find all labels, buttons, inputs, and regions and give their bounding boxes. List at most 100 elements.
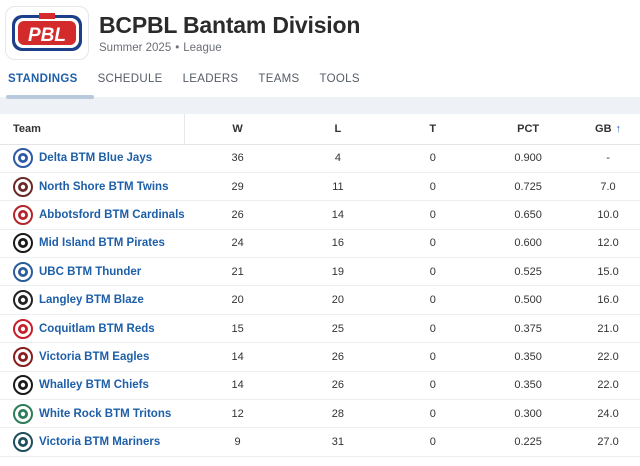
ties-cell: 0: [385, 285, 481, 315]
pct-cell: 0.900: [480, 144, 577, 173]
team-cell: Victoria BTM Mariners: [0, 427, 185, 457]
wins-cell: 29: [184, 172, 291, 202]
losses-cell: 19: [290, 257, 386, 287]
league-type: League: [183, 42, 222, 54]
team-name-link[interactable]: Victoria BTM Mariners: [39, 436, 161, 449]
losses-cell: 11: [290, 172, 386, 202]
wins-cell: 14: [184, 371, 291, 401]
pirates-icon[interactable]: [13, 233, 33, 254]
gb-cell: 16.0: [576, 285, 640, 315]
ties-cell: 0: [385, 200, 481, 230]
blaze-icon[interactable]: [13, 290, 33, 311]
table-row: Coquitlam BTM Reds 15 25 0 0.375 21.0: [0, 314, 640, 344]
ties-cell: 0: [385, 229, 481, 259]
sort-ascending-icon[interactable]: ↑: [615, 122, 622, 135]
team-cell: Mid Island BTM Pirates: [0, 229, 185, 259]
header-pct[interactable]: PCT: [480, 114, 577, 145]
standings-card: Team W L T PCT GB ↑ Delta BTM Blue Jays 3…: [0, 114, 640, 466]
losses-cell: 26: [290, 342, 386, 372]
wins-cell: 12: [184, 399, 291, 429]
pct-cell: 0.225: [480, 427, 577, 457]
mariners-icon[interactable]: [13, 432, 33, 453]
ties-cell: 0: [385, 399, 481, 429]
team-name-link[interactable]: Delta BTM Blue Jays: [39, 152, 153, 165]
gb-cell: 15.0: [576, 257, 640, 287]
header-ties[interactable]: T: [385, 114, 481, 145]
tab-standings[interactable]: STANDINGS: [0, 70, 94, 99]
wins-cell: 26: [184, 200, 291, 230]
losses-cell: 26: [290, 371, 386, 401]
team-name-link[interactable]: Victoria BTM Eagles: [39, 350, 150, 363]
league-header: PBL BCPBL Bantam Division Summer 2025 • Le…: [0, 0, 640, 99]
table-row: Mid Island BTM Pirates 24 16 0 0.600 12.0: [0, 229, 640, 259]
ties-cell: 0: [385, 342, 481, 372]
team-cell: White Rock BTM Tritons: [0, 399, 185, 429]
team-name-link[interactable]: White Rock BTM Tritons: [39, 407, 172, 420]
page-title: BCPBL Bantam Division: [99, 12, 361, 38]
eagles-icon[interactable]: [13, 346, 33, 367]
pct-cell: 0.600: [480, 229, 577, 259]
tab-bar: STANDINGS SCHEDULE LEADERS TEAMS TOOLS: [0, 70, 370, 99]
pct-cell: 0.525: [480, 257, 577, 287]
blue-jay-icon[interactable]: [13, 148, 33, 169]
table-row: Whalley BTM Chiefs 14 26 0 0.350 22.0: [0, 371, 640, 401]
team-name-link[interactable]: Whalley BTM Chiefs: [39, 379, 149, 392]
cardinals-icon[interactable]: [13, 204, 33, 225]
losses-cell: 31: [290, 427, 386, 457]
header-wins[interactable]: W: [184, 114, 291, 145]
wins-cell: 21: [184, 257, 291, 287]
table-row: Langley BTM Blaze 20 20 0 0.500 16.0: [0, 285, 640, 315]
separator: •: [175, 42, 180, 54]
chiefs-icon[interactable]: [13, 375, 33, 396]
ties-cell: 0: [385, 314, 481, 344]
pct-cell: 0.725: [480, 172, 577, 202]
tritons-icon[interactable]: [13, 403, 33, 424]
losses-cell: 28: [290, 399, 386, 429]
gb-cell: 21.0: [576, 314, 640, 344]
team-cell: Langley BTM Blaze: [0, 285, 185, 315]
team-cell: Coquitlam BTM Reds: [0, 314, 185, 344]
wins-cell: 9: [184, 427, 291, 457]
table-row: Abbotsford BTM Cardinals 26 14 0 0.650 10.0: [0, 200, 640, 230]
losses-cell: 16: [290, 229, 386, 259]
header-gb[interactable]: GB ↑: [576, 114, 640, 145]
wins-cell: 15: [184, 314, 291, 344]
team-name-link[interactable]: UBC BTM Thunder: [39, 265, 142, 278]
league-subtitle: Summer 2025 • League: [99, 42, 222, 54]
team-cell: North Shore BTM Twins: [0, 172, 185, 202]
losses-cell: 20: [290, 285, 386, 315]
pct-cell: 0.650: [480, 200, 577, 230]
season-label: Summer 2025: [99, 42, 172, 54]
pct-cell: 0.350: [480, 342, 577, 372]
league-logo[interactable]: PBL: [5, 6, 89, 60]
pct-cell: 0.350: [480, 371, 577, 401]
team-name-link[interactable]: Coquitlam BTM Reds: [39, 322, 155, 335]
team-cell: Delta BTM Blue Jays: [0, 144, 185, 173]
pbl-logo-icon: PBL: [12, 13, 82, 51]
twins-icon[interactable]: [13, 176, 33, 197]
team-cell: UBC BTM Thunder: [0, 257, 185, 287]
team-name-link[interactable]: Langley BTM Blaze: [39, 294, 144, 307]
reds-icon[interactable]: [13, 318, 33, 339]
gb-cell: 22.0: [576, 371, 640, 401]
team-name-link[interactable]: North Shore BTM Twins: [39, 180, 169, 193]
losses-cell: 25: [290, 314, 386, 344]
tab-teams[interactable]: TEAMS: [258, 73, 300, 85]
team-name-link[interactable]: Abbotsford BTM Cardinals: [39, 208, 185, 221]
column-divider: [184, 114, 185, 144]
team-cell: Victoria BTM Eagles: [0, 342, 185, 372]
gb-cell: 7.0: [576, 172, 640, 202]
losses-cell: 14: [290, 200, 386, 230]
tab-schedule[interactable]: SCHEDULE: [97, 73, 163, 85]
header-team[interactable]: Team: [0, 114, 185, 145]
table-header-row: Team W L T PCT GB ↑: [0, 114, 640, 145]
team-cell: Abbotsford BTM Cardinals: [0, 200, 185, 230]
pct-cell: 0.300: [480, 399, 577, 429]
header-losses[interactable]: L: [290, 114, 386, 145]
tab-tools[interactable]: TOOLS: [319, 73, 360, 85]
team-name-link[interactable]: Mid Island BTM Pirates: [39, 237, 165, 250]
table-row: Victoria BTM Eagles 14 26 0 0.350 22.0: [0, 342, 640, 372]
thunder-icon[interactable]: [13, 261, 33, 282]
tab-leaders[interactable]: LEADERS: [182, 73, 239, 85]
ties-cell: 0: [385, 257, 481, 287]
